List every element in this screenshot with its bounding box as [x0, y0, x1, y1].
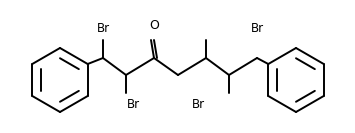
Text: Br: Br: [97, 22, 110, 35]
Text: O: O: [149, 19, 159, 32]
Text: Br: Br: [250, 22, 263, 35]
Text: Br: Br: [191, 98, 204, 111]
Text: Br: Br: [126, 98, 140, 111]
